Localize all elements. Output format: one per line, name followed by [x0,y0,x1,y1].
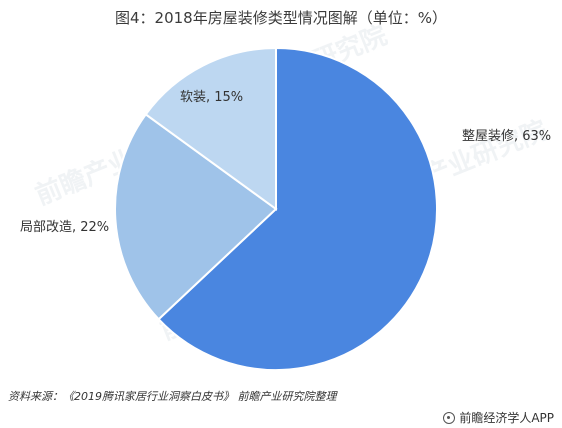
brand-credit: 前瞻经济学人APP [443,409,554,426]
slice-label: 局部改造, 22% [20,220,109,235]
slice-labels: 整屋装修, 63% 局部改造, 22% 软装, 15% [20,90,551,235]
pie-slice [114,112,278,321]
source-note: 资料来源：《2019腾讯家居行业洞察白皮书》 前瞻产业研究院整理 [8,390,337,403]
pie-slice [144,46,277,211]
slice-label: 整屋装修, 63% [462,129,551,144]
pie-slices [114,46,438,371]
pie-slice [157,46,438,371]
slice-label: 软装, 15% [180,90,243,105]
qianzhan-logo-icon [443,411,456,424]
chart-title: 图4：2018年房屋装修类型情况图解（单位：%） [115,9,447,27]
brand-name: 前瞻经济学人APP [459,411,554,425]
